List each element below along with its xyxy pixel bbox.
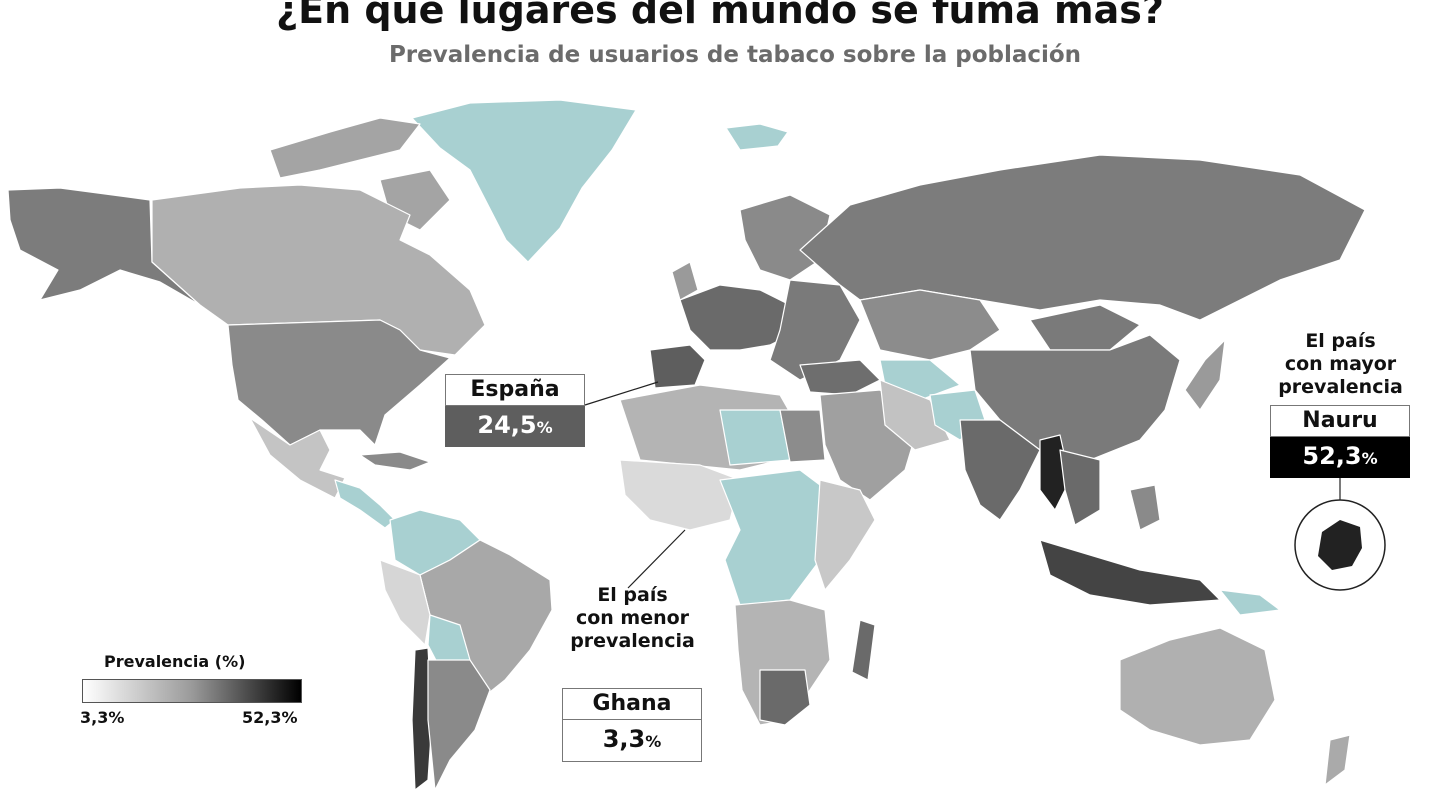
ghana-callout: Ghana 3,3% [562, 688, 702, 762]
nauru-value-box: 52,3% [1270, 437, 1410, 478]
ghana-note-line3: prevalencia [570, 630, 695, 652]
south-africa-region [759, 669, 811, 726]
spain-value-box: 24,5% [445, 406, 585, 447]
nauru-note-line3: prevalencia [1278, 376, 1403, 398]
central-asia-region [859, 289, 1001, 361]
nauru-callout: Nauru 52,3% [1270, 405, 1410, 478]
turkey-region [799, 359, 881, 396]
nauru-note-line1: El país [1305, 330, 1376, 352]
mexico-region [249, 417, 346, 499]
nauru-label: Nauru [1270, 405, 1410, 437]
greenland-region [411, 99, 637, 263]
arctic-islands-region [269, 117, 421, 179]
new-zealand-region [1324, 734, 1351, 786]
scandinavia-region [739, 194, 831, 281]
legend-min-label: 3,3% [80, 708, 125, 727]
usa-region [227, 319, 451, 446]
nauru-unit: % [1361, 449, 1378, 468]
argentina-region [427, 659, 491, 791]
png-region [1219, 589, 1281, 616]
caribbean-region [359, 451, 431, 471]
east-africa-region [814, 479, 876, 591]
ghana-leader-line [627, 529, 686, 589]
egypt-region [779, 409, 826, 463]
japan-region [1184, 339, 1226, 411]
legend-title: Prevalencia (%) [104, 652, 246, 671]
ghana-note-line2: con menor [575, 607, 690, 629]
peru-region [379, 559, 431, 646]
spain-callout: España 24,5% [445, 374, 585, 447]
uk-region [671, 261, 699, 301]
ghana-note: El país con menor prevalencia [560, 584, 705, 653]
west-africa-region [619, 459, 741, 531]
alaska-region [7, 187, 201, 306]
libya-region [719, 409, 791, 466]
spain-value: 24,5 [477, 411, 537, 439]
madagascar-region [851, 619, 876, 681]
central-america-region [334, 479, 396, 529]
mongolia-region [1029, 304, 1141, 351]
nauru-note-line2: con mayor [1284, 353, 1397, 375]
iberia-region [649, 344, 706, 389]
iceland-region [725, 123, 789, 151]
nauru-island-shape [1318, 520, 1362, 570]
legend-gradient-bar [82, 679, 302, 703]
legend-max-label: 52,3% [242, 708, 298, 727]
china-region [969, 334, 1181, 461]
chile-region [411, 647, 433, 791]
ghana-unit: % [645, 732, 662, 751]
canada-region [151, 184, 486, 356]
spain-unit: % [536, 418, 553, 437]
philippines-region [1129, 484, 1161, 531]
iran-region [879, 379, 951, 451]
spain-leader-line [584, 381, 659, 406]
spain-label: España [445, 374, 585, 406]
nauru-note: El país con mayor prevalencia [1268, 330, 1413, 399]
page-subtitle: Prevalencia de usuarios de tabaco sobre … [388, 42, 1082, 68]
indonesia-region [1039, 539, 1221, 606]
australia-region [1119, 627, 1276, 746]
ghana-value: 3,3 [602, 725, 646, 753]
page-title: ¿En qué lugares del mundo se fuma más? [276, 0, 1164, 32]
ghana-label: Ghana [562, 688, 702, 720]
nauru-value: 52,3 [1302, 442, 1362, 470]
india-region [959, 419, 1041, 521]
ghana-note-line1: El país [597, 584, 668, 606]
ghana-value-box: 3,3% [562, 720, 702, 762]
russia-region [799, 154, 1366, 321]
se-asia-region [1059, 449, 1101, 526]
